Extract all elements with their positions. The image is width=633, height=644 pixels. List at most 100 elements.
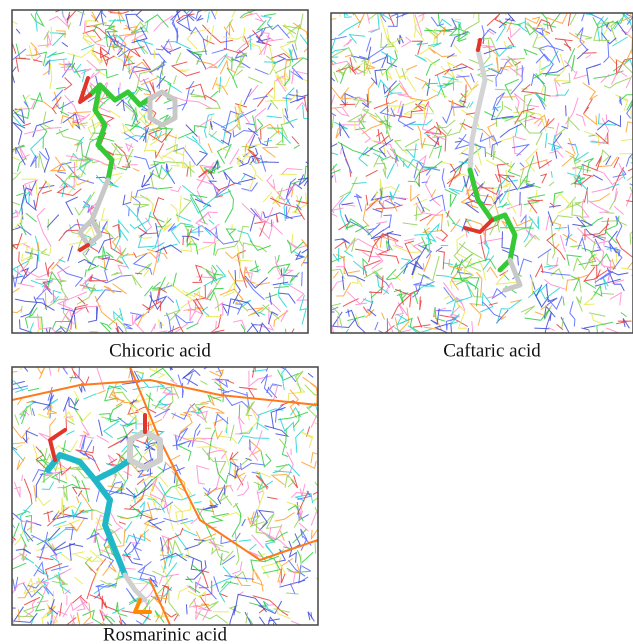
mesh-line: [56, 128, 69, 135]
mesh-line: [488, 137, 491, 149]
mesh-line: [251, 471, 260, 475]
mesh-line: [609, 198, 617, 210]
mesh-line: [223, 280, 236, 297]
mesh-line: [14, 414, 20, 426]
mesh-line: [249, 213, 256, 232]
mesh-line: [565, 233, 573, 241]
mesh-line: [537, 248, 552, 259]
mesh-line: [200, 380, 208, 386]
mesh-line: [117, 264, 128, 275]
mesh-line: [12, 582, 26, 595]
mesh-line: [581, 327, 589, 331]
mesh-line: [59, 325, 72, 333]
mesh-line: [258, 137, 270, 147]
mesh-line: [88, 119, 98, 141]
mesh-line: [175, 299, 181, 312]
mesh-line: [593, 21, 615, 41]
mesh-line: [175, 195, 182, 221]
mesh-line: [137, 371, 144, 374]
mesh-line: [494, 173, 500, 183]
mesh-line: [440, 229, 449, 242]
mesh-line: [237, 230, 253, 243]
mesh-line: [210, 159, 219, 180]
mesh-line: [44, 285, 53, 295]
mesh-line: [604, 215, 620, 244]
mesh-line: [379, 106, 396, 118]
mesh-line: [36, 600, 49, 603]
mesh-line: [110, 271, 122, 276]
mesh-line: [82, 247, 90, 263]
mesh-line: [561, 125, 568, 129]
mesh-line: [145, 430, 165, 448]
mesh-line: [244, 275, 268, 289]
mesh-line: [110, 393, 140, 404]
mesh-line: [95, 68, 119, 79]
mesh-line: [434, 136, 440, 148]
mesh-line: [349, 221, 371, 236]
mesh-line: [279, 579, 306, 588]
mesh-line: [123, 24, 139, 34]
mesh-line: [246, 27, 267, 39]
mesh-line: [18, 404, 33, 416]
mesh-line: [227, 298, 260, 317]
mesh-line: [573, 201, 585, 218]
mesh-line: [39, 544, 46, 561]
mesh-line: [258, 472, 274, 491]
mesh-line: [546, 284, 558, 306]
mesh-line: [299, 34, 308, 46]
mesh-line: [373, 141, 399, 167]
mesh-line: [111, 391, 138, 410]
mesh-line: [250, 559, 266, 571]
mesh-line: [550, 171, 553, 178]
mesh-line: [55, 509, 60, 521]
mesh-line: [546, 13, 568, 25]
mesh-line: [199, 580, 213, 611]
panel-image: [12, 10, 308, 333]
mesh-line: [523, 221, 533, 243]
mesh-line: [569, 155, 582, 165]
mesh-line: [114, 468, 127, 491]
mesh-line: [232, 129, 258, 138]
mesh-line: [196, 60, 219, 69]
mesh-line: [384, 199, 396, 206]
mesh-line: [476, 271, 483, 297]
mesh-line: [208, 180, 221, 192]
mesh-line: [239, 154, 257, 167]
mesh-line: [214, 457, 229, 485]
mesh-line: [136, 86, 152, 93]
mesh-line: [479, 132, 483, 142]
mesh-line: [401, 67, 407, 80]
mesh-line: [209, 121, 213, 130]
mesh-line: [223, 22, 235, 38]
mesh-line: [16, 191, 27, 197]
mesh-line: [186, 167, 189, 177]
mesh-line: [353, 260, 368, 273]
mesh-line: [391, 42, 399, 53]
mesh-line: [422, 248, 431, 272]
mesh-line: [214, 381, 225, 403]
mesh-line: [535, 73, 546, 102]
mesh-line: [137, 226, 158, 235]
mesh-line: [577, 236, 587, 252]
mesh-line: [585, 13, 594, 16]
mesh-line: [155, 614, 161, 623]
mesh-line: [116, 98, 125, 112]
mesh-line: [26, 250, 34, 266]
mesh-line: [375, 204, 403, 210]
mesh-line: [603, 41, 610, 63]
mesh-line: [358, 146, 369, 167]
mesh-line: [290, 178, 297, 183]
mesh-line: [592, 174, 603, 181]
mesh-line: [543, 264, 559, 268]
mesh-line: [58, 571, 71, 594]
mesh-line: [191, 135, 198, 142]
mesh-line: [177, 374, 184, 398]
mesh-line: [165, 312, 175, 333]
mesh-line: [369, 141, 386, 155]
mesh-line: [17, 584, 33, 599]
mesh-line: [273, 286, 289, 289]
mesh-line: [424, 56, 437, 66]
mesh-line: [216, 143, 233, 165]
mesh-line: [186, 487, 193, 496]
mesh-line: [367, 81, 375, 106]
